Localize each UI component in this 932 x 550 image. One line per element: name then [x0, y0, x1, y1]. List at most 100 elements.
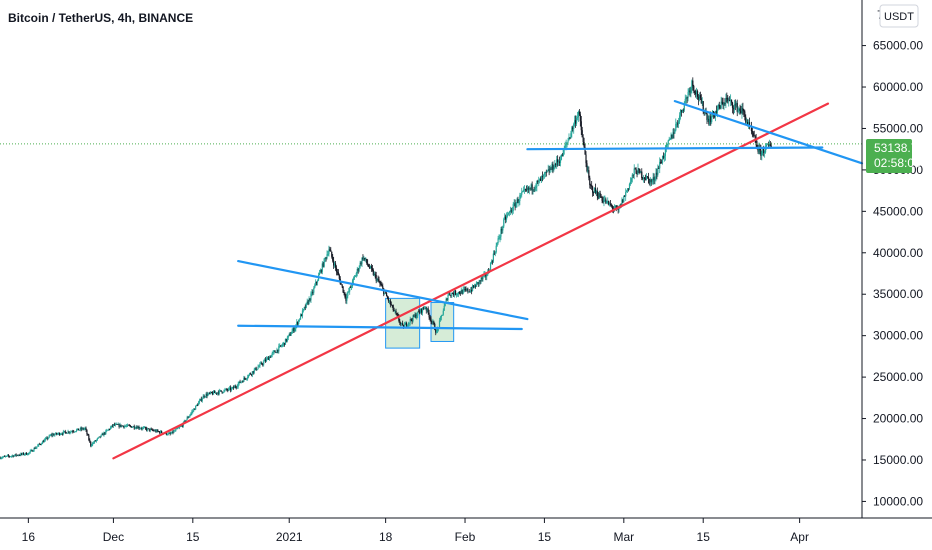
time-tick-label: 2021 [276, 530, 303, 544]
candle-body [153, 430, 155, 432]
candle-body [742, 108, 744, 111]
candle-body [724, 103, 726, 104]
candle-body [697, 96, 700, 100]
candle-body [246, 378, 248, 380]
candle-body [760, 149, 762, 156]
candle-body [657, 167, 659, 175]
candle-body [492, 253, 494, 262]
candle-body [510, 210, 512, 212]
candle-body [87, 434, 89, 436]
candle-body [496, 242, 498, 246]
candle-body [124, 426, 126, 428]
candle-body [478, 280, 480, 284]
candle-body [183, 420, 185, 422]
candle-body [375, 274, 377, 281]
candle-body [388, 300, 391, 302]
candle-body [140, 428, 142, 430]
candle-body [477, 282, 479, 284]
price-tick-label: 60000.00 [873, 80, 923, 94]
candle-body [341, 284, 343, 287]
candle-body [428, 312, 430, 318]
candle-body [756, 145, 758, 148]
candle-body [100, 434, 102, 438]
candle-body [580, 121, 582, 131]
price-tick-label: 55000.00 [873, 121, 923, 135]
candle-body [244, 377, 246, 379]
candle-body [533, 189, 535, 191]
candle-body [236, 386, 238, 388]
candle-body [767, 143, 770, 146]
candle-body [293, 328, 295, 332]
candle-body [74, 431, 76, 433]
candle-body [451, 293, 453, 296]
candle-body [589, 177, 591, 186]
blue-support-line-1[interactable] [237, 324, 523, 331]
candle-body [685, 97, 687, 100]
candle-body [628, 183, 631, 189]
last-price-value: 53138.77 [874, 141, 924, 155]
blue-descending-line-2[interactable] [673, 100, 864, 165]
time-tick-label: 15 [697, 530, 711, 544]
candle-body [763, 148, 765, 154]
candle-body [232, 387, 235, 389]
candle-body [718, 104, 720, 107]
candle-body [380, 283, 382, 286]
blue-neckline[interactable] [526, 146, 824, 151]
candle-body [36, 446, 38, 448]
candle-body [94, 440, 97, 442]
candle-body [115, 424, 117, 425]
candle-body [111, 425, 114, 427]
candle-body [177, 428, 179, 429]
candle-body [195, 405, 197, 410]
candle-body [155, 430, 157, 432]
candle-body [452, 293, 454, 294]
candle-body [297, 322, 299, 325]
time-axis[interactable]: 16 Dec 15 2021 18 Feb 15 Mar 15 Apr [22, 518, 809, 544]
candle-body [326, 254, 328, 259]
candle-body [481, 278, 483, 280]
candle-body [26, 454, 29, 456]
candle-body [709, 116, 711, 125]
candle-body [65, 432, 67, 434]
candle-body [430, 318, 432, 322]
time-tick-label: 16 [22, 530, 36, 544]
candle-body [516, 199, 518, 204]
currency-button[interactable]: USDT [879, 4, 919, 28]
candle-body [508, 211, 511, 214]
candle-body [41, 441, 44, 444]
candle-body [609, 203, 612, 205]
candle-body [413, 315, 415, 317]
candle-body [584, 147, 586, 155]
candle-body [399, 320, 401, 324]
candle-body [634, 168, 636, 170]
candle-body [562, 149, 564, 157]
candle-body [466, 288, 468, 291]
candle-body [463, 289, 465, 290]
candle-body [21, 453, 23, 455]
red-uptrend-line[interactable] [112, 102, 830, 460]
candle-body [730, 99, 732, 101]
candle-body [368, 266, 371, 268]
candle-body [414, 314, 416, 317]
candle-body [571, 127, 573, 134]
candle-body [398, 316, 400, 321]
candle-body [350, 287, 352, 288]
blue-descending-line-1[interactable] [237, 259, 529, 321]
candle-body [172, 431, 174, 433]
candle-body [670, 134, 672, 139]
candle-body [361, 257, 363, 264]
candle-body [362, 257, 364, 260]
candle-body [766, 143, 769, 145]
price-axis[interactable]: 10000.00 15000.00 20000.00 25000.00 30000.00… [862, 39, 923, 509]
candle-body [16, 454, 18, 456]
candle-body [154, 430, 156, 432]
candle-body [247, 374, 250, 378]
candle-body [690, 87, 692, 93]
candle-body [608, 200, 610, 205]
candle-body [727, 98, 729, 101]
candle-body [437, 328, 439, 331]
candle-body [328, 249, 330, 255]
candle-body [95, 439, 98, 442]
